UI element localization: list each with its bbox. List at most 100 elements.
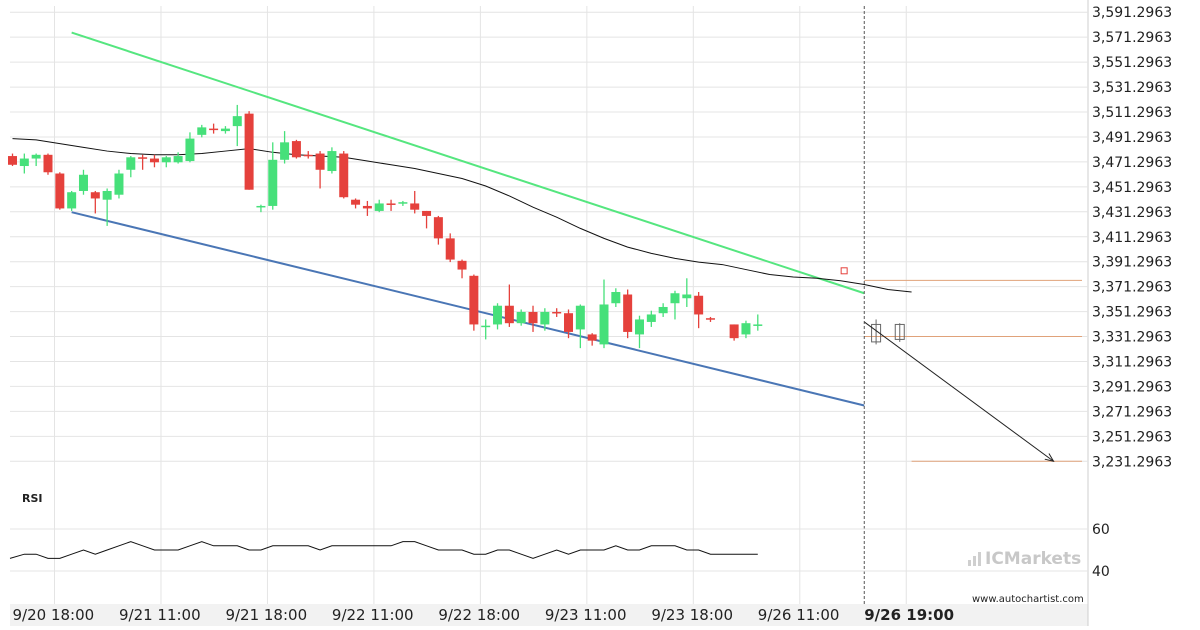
candle-bull: [280, 131, 290, 164]
candle-bear: [705, 316, 715, 322]
candle-bull: [220, 126, 230, 134]
candle-body: [599, 304, 609, 345]
candle-bear: [386, 199, 396, 211]
rsi-panel-bg: [10, 484, 1088, 604]
candle-bull: [78, 169, 88, 195]
candle-body: [481, 325, 491, 328]
candle-body: [705, 318, 715, 320]
candle-bear: [729, 324, 739, 341]
price-tick-label: 3,491.2963: [1092, 130, 1172, 146]
candle-body: [185, 138, 195, 162]
price-tick-label: 3,511.2963: [1092, 105, 1172, 121]
candle-bear: [587, 333, 597, 346]
candle-bear: [433, 215, 443, 245]
candle-body: [493, 305, 503, 325]
candle-bear: [138, 154, 148, 170]
candle-body: [78, 174, 88, 191]
candle-bull: [540, 308, 550, 331]
candle-body: [682, 294, 692, 299]
candle-bear: [339, 151, 349, 199]
candle-body: [670, 293, 680, 304]
ma-line: [12, 138, 912, 293]
candle-body: [587, 334, 597, 341]
candle-body: [173, 156, 183, 163]
bars-icon: [968, 552, 981, 566]
candle-bear: [469, 274, 479, 331]
candle-body: [504, 305, 514, 324]
candle-bear: [528, 305, 538, 332]
candle-body: [256, 205, 266, 208]
candle-body: [8, 156, 17, 165]
candle-body: [753, 324, 763, 326]
time-tick-label: 9/23 11:00: [545, 606, 627, 624]
candle-body: [138, 157, 148, 159]
candle-bull: [197, 124, 207, 138]
projection-arrow-head: [1044, 453, 1055, 463]
candle-bull: [114, 169, 124, 199]
candle-body: [646, 314, 656, 322]
candle-bear: [623, 289, 633, 339]
candle-body: [611, 292, 621, 304]
rsi-line: [9, 541, 758, 559]
candle-body: [741, 323, 751, 335]
candle-body: [351, 199, 361, 205]
candle-body: [422, 210, 432, 216]
candle-bear: [694, 292, 704, 329]
price-tick-label: 3,591.2963: [1092, 5, 1172, 21]
candle-body: [528, 311, 538, 324]
candle-body: [232, 116, 242, 127]
candle-body: [280, 142, 290, 160]
time-tick-label: 9/26 19:00: [864, 606, 954, 624]
candle-body: [102, 190, 112, 200]
candle-bull: [753, 314, 763, 331]
logo-text: ICMarkets: [985, 549, 1081, 569]
candle-bear: [43, 153, 53, 175]
price-axis: 3,591.2963 3,571.2963 3,551.2963 3,531.2963…: [1092, 5, 1172, 470]
candle-bull: [611, 288, 621, 307]
time-tick-label: 9/21 11:00: [119, 606, 201, 624]
candle-body: [433, 217, 443, 239]
price-tick-label: 3,271.2963: [1092, 404, 1172, 420]
candle-body: [90, 192, 100, 199]
candle-bear: [315, 151, 325, 189]
candle-body: [398, 202, 408, 204]
rsi-label: RSI: [22, 492, 43, 505]
candle-bull: [481, 319, 491, 340]
candle-bull: [173, 152, 183, 164]
rsi-tick-label: 60: [1092, 522, 1110, 538]
source-url: www.autochartist.com: [972, 594, 1084, 605]
candle-bull: [493, 303, 503, 330]
candle-bear: [552, 308, 562, 317]
candle-body: [55, 173, 65, 209]
candle-body: [339, 153, 349, 198]
price-tick-label: 3,571.2963: [1092, 30, 1172, 46]
x-axis-strip: [10, 604, 1088, 626]
candle-body: [575, 305, 585, 330]
candle-bear: [410, 190, 420, 214]
trendlines: [71, 31, 865, 407]
candle-body: [126, 157, 136, 170]
candle-bear: [55, 172, 65, 210]
candle-body: [634, 319, 644, 335]
candle-bull: [374, 199, 384, 213]
candle-body: [386, 203, 396, 205]
candle-body: [149, 158, 159, 163]
candle-bull: [670, 290, 680, 320]
candle-body: [31, 154, 41, 159]
candle-bull: [161, 156, 171, 168]
candle-body: [871, 323, 882, 343]
candle-bull: [126, 156, 136, 178]
candle-body: [410, 203, 420, 210]
price-tick-label: 3,391.2963: [1092, 255, 1172, 271]
price-tick-label: 3,471.2963: [1092, 155, 1172, 171]
support-line: [71, 211, 865, 407]
rsi-tick-label: 40: [1092, 564, 1110, 580]
rsi-panel: RSI 60 40: [9, 492, 1110, 580]
candle-bear: [303, 151, 313, 159]
price-tick-label: 3,371.2963: [1092, 280, 1172, 296]
price-tick-label: 3,411.2963: [1092, 230, 1172, 246]
candle-bull: [516, 309, 526, 326]
candle-bear: [149, 154, 159, 168]
candle-body: [564, 313, 574, 332]
